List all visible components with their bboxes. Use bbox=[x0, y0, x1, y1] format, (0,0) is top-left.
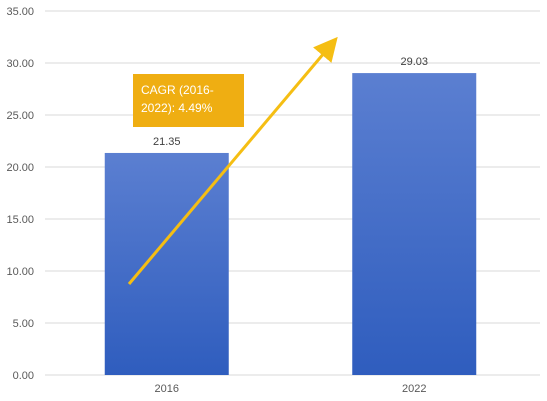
data-label: 21.35 bbox=[153, 136, 181, 148]
y-tick-label: 35.00 bbox=[6, 6, 34, 18]
cagr-line-2: 2022): 4.49% bbox=[141, 101, 213, 115]
y-axis-ticks: 0.00 5.00 10.00 15.00 20.00 25.00 30.00 35.00 bbox=[6, 6, 34, 382]
y-tick-label: 20.00 bbox=[6, 162, 34, 174]
y-tick-label: 0.00 bbox=[13, 370, 34, 382]
x-tick-label: 2022 bbox=[402, 383, 426, 395]
y-tick-label: 15.00 bbox=[6, 214, 34, 226]
y-tick-label: 10.00 bbox=[6, 266, 34, 278]
cagr-arrow bbox=[127, 36, 338, 285]
x-tick-label: 2016 bbox=[155, 383, 179, 395]
y-tick-label: 5.00 bbox=[13, 318, 34, 330]
data-label: 29.03 bbox=[400, 56, 428, 68]
bar-2022 bbox=[352, 73, 477, 375]
cagr-box bbox=[133, 74, 244, 127]
y-tick-label: 25.00 bbox=[6, 110, 34, 122]
y-tick-label: 30.00 bbox=[6, 58, 34, 70]
cagr-annotation: CAGR (2016- 2022): 4.49% bbox=[133, 74, 244, 127]
x-axis-ticks: 2016 2022 bbox=[155, 383, 427, 395]
cagr-line-1: CAGR (2016- bbox=[141, 83, 214, 97]
data-labels: 21.35 29.03 bbox=[153, 56, 428, 148]
